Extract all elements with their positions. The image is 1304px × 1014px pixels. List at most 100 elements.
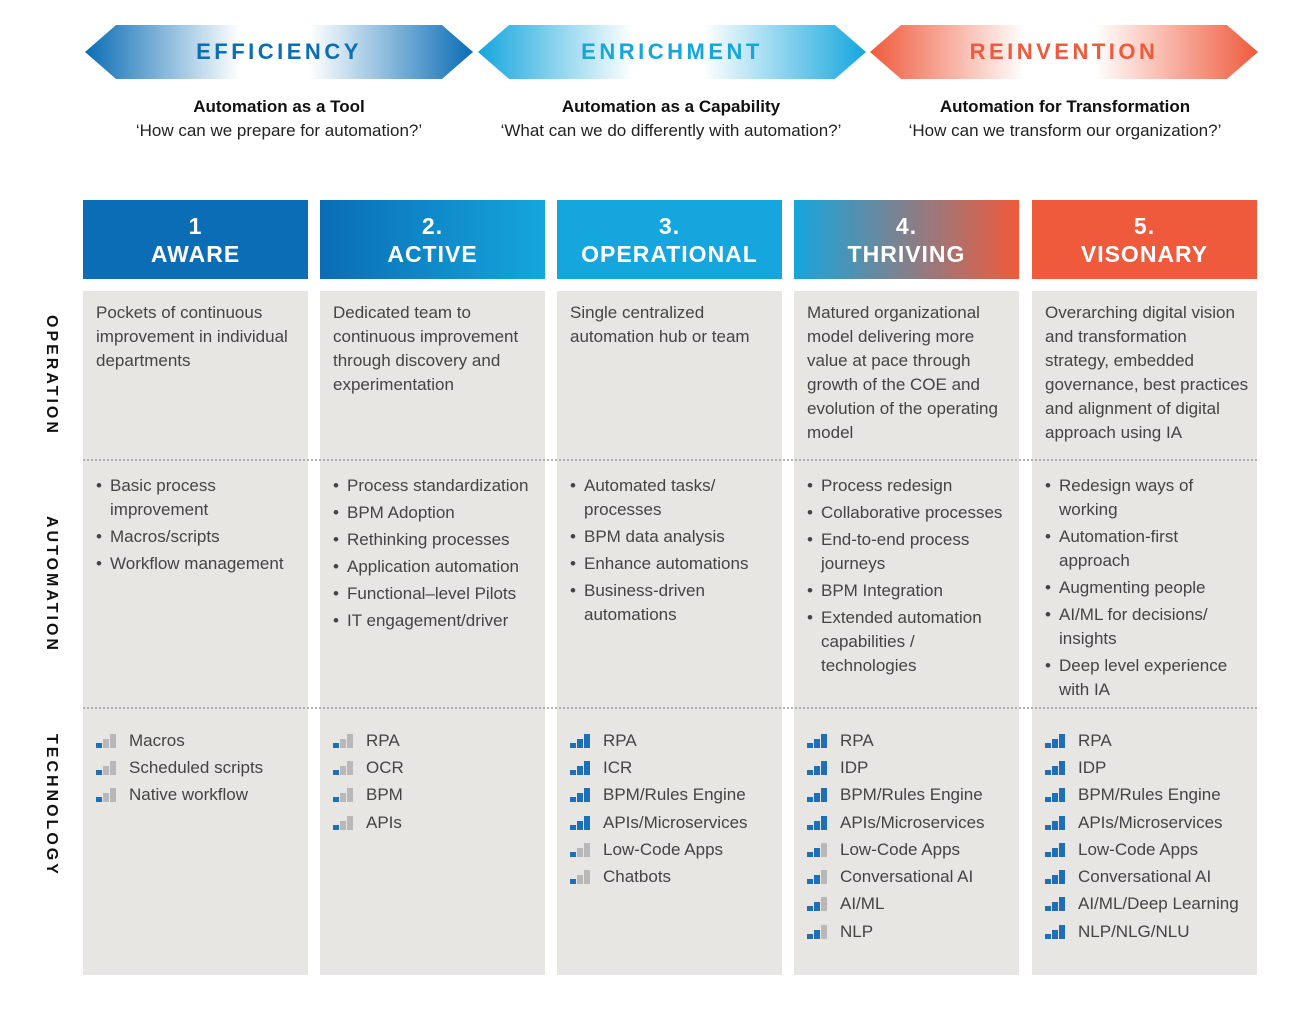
phase-title: Automation as a Capability bbox=[561, 97, 781, 116]
signal-bars-icon bbox=[1045, 897, 1067, 912]
automation-item-text: Basic process improvement bbox=[110, 476, 216, 519]
level-number: 5. bbox=[1133, 212, 1156, 239]
signal-bar bbox=[577, 820, 583, 830]
technology-item: BPM/Rules Engine bbox=[807, 782, 1011, 809]
automation-item-text: Enhance automations bbox=[584, 554, 749, 573]
automation-item: Rethinking processes bbox=[333, 528, 537, 552]
automation-item-text: Rethinking processes bbox=[347, 530, 510, 549]
operation-text: Dedicated team to continuous improvement… bbox=[333, 303, 519, 394]
signal-bars-icon bbox=[333, 760, 355, 775]
signal-bars-icon bbox=[807, 815, 829, 830]
technology-item: NLP/NLG/NLU bbox=[1045, 918, 1249, 945]
technology-item: BPM/Rules Engine bbox=[1045, 782, 1249, 809]
level-body: Overarching digital vision and transform… bbox=[1032, 291, 1257, 975]
banner-reinvention: REINVENTION bbox=[870, 25, 1258, 79]
operation-text: Pockets of continuous improvement in ind… bbox=[96, 303, 288, 370]
signal-bar bbox=[577, 765, 583, 775]
level-header: 2. ACTIVE bbox=[320, 200, 545, 279]
signal-bar bbox=[110, 788, 116, 803]
technology-item: BPM bbox=[333, 782, 537, 809]
technology-item-text: APIs/Microservices bbox=[603, 812, 748, 832]
banner-enrichment: ENRICHMENT bbox=[478, 25, 866, 79]
technology-item: ICR bbox=[570, 754, 774, 781]
automation-item: Redesign ways of working bbox=[1045, 474, 1249, 522]
signal-bars-icon bbox=[570, 733, 592, 748]
signal-bar bbox=[821, 842, 827, 857]
signal-bar bbox=[340, 793, 346, 803]
technology-item: RPA bbox=[333, 727, 537, 754]
technology-item: Low-Code Apps bbox=[807, 836, 1011, 863]
signal-bar bbox=[807, 933, 813, 939]
signal-bar bbox=[96, 769, 102, 775]
level-header: 5. VISONARY bbox=[1032, 200, 1257, 279]
signal-bars-icon bbox=[1045, 733, 1067, 748]
technology-item: Scheduled scripts bbox=[96, 754, 300, 781]
signal-bar bbox=[814, 902, 820, 912]
technology-item-text: APIs/Microservices bbox=[840, 812, 985, 832]
signal-bar bbox=[110, 733, 116, 748]
signal-bars-icon bbox=[96, 733, 118, 748]
signal-bar bbox=[1059, 924, 1065, 939]
signal-bars-icon bbox=[807, 897, 829, 912]
banner-label: REINVENTION bbox=[969, 39, 1159, 64]
level-number: 3. bbox=[658, 212, 681, 239]
technology-item: NLP bbox=[807, 918, 1011, 945]
technology-item: APIs bbox=[333, 809, 537, 836]
automation-item: Augmenting people bbox=[1045, 576, 1249, 600]
technology-list: RPA IDP BPM/Rules Engine APIs/Microservices… bbox=[807, 727, 1011, 945]
automation-item: Automated tasks/ processes bbox=[570, 474, 774, 522]
row-label-automation: AUTOMATION bbox=[43, 515, 60, 653]
automation-item: BPM Adoption bbox=[333, 501, 537, 525]
automation-item: End-to-end process journeys bbox=[807, 528, 1011, 576]
technology-item-text: Scheduled scripts bbox=[129, 757, 264, 777]
signal-bars-icon bbox=[333, 733, 355, 748]
automation-item: Automation-first approach bbox=[1045, 525, 1249, 573]
row-divider bbox=[83, 459, 1257, 461]
signal-bar bbox=[821, 733, 827, 748]
signal-bar bbox=[333, 769, 339, 775]
banner-label: EFFICIENCY bbox=[196, 39, 362, 64]
signal-bar bbox=[814, 847, 820, 857]
signal-bar bbox=[584, 870, 590, 885]
signal-bar bbox=[1052, 929, 1058, 939]
signal-bars-icon bbox=[96, 760, 118, 775]
technology-item-text: APIs/Microservices bbox=[1078, 812, 1223, 832]
technology-item-text: Chatbots bbox=[603, 867, 672, 887]
technology-item: IDP bbox=[807, 754, 1011, 781]
signal-bar bbox=[584, 788, 590, 803]
technology-item: Conversational AI bbox=[1045, 863, 1249, 890]
signal-bar bbox=[1052, 738, 1058, 748]
technology-item-text: APIs bbox=[366, 812, 402, 832]
technology-item: Macros bbox=[96, 727, 300, 754]
automation-list: Process standardization BPM Adoption Rethi… bbox=[333, 474, 537, 636]
automation-item-text: Deep level experience with IA bbox=[1059, 656, 1228, 699]
automation-item-text: BPM data analysis bbox=[584, 527, 725, 546]
signal-bar bbox=[814, 820, 820, 830]
technology-item: OCR bbox=[333, 754, 537, 781]
phase-title: Automation as a Tool bbox=[193, 97, 365, 116]
level-name: ACTIVE bbox=[387, 240, 478, 267]
technology-item: Low-Code Apps bbox=[570, 836, 774, 863]
signal-bars-icon bbox=[1045, 924, 1067, 939]
level-header: 3. OPERATIONAL bbox=[557, 200, 782, 279]
signal-bar bbox=[577, 875, 583, 885]
automation-item-text: Process standardization bbox=[347, 476, 529, 495]
signal-bar bbox=[807, 851, 813, 857]
signal-bar bbox=[584, 733, 590, 748]
banner-efficiency: EFFICIENCY bbox=[85, 25, 473, 79]
signal-bar bbox=[347, 815, 353, 830]
signal-bar bbox=[570, 742, 576, 748]
row-divider bbox=[83, 707, 1257, 709]
automation-item-text: Extended automation capabilities / techn… bbox=[821, 608, 982, 675]
signal-bar bbox=[814, 793, 820, 803]
signal-bar bbox=[577, 738, 583, 748]
signal-bar bbox=[1052, 902, 1058, 912]
technology-item: APIs/Microservices bbox=[807, 809, 1011, 836]
technology-list: RPA OCR BPM APIs bbox=[333, 727, 537, 836]
signal-bar bbox=[340, 765, 346, 775]
level-body: Single centralized automation hub or tea… bbox=[557, 291, 782, 975]
signal-bar bbox=[103, 793, 109, 803]
signal-bar bbox=[1052, 793, 1058, 803]
level-column-2: 2. ACTIVE Dedicated team to continuous i… bbox=[320, 200, 545, 975]
signal-bar bbox=[1059, 788, 1065, 803]
